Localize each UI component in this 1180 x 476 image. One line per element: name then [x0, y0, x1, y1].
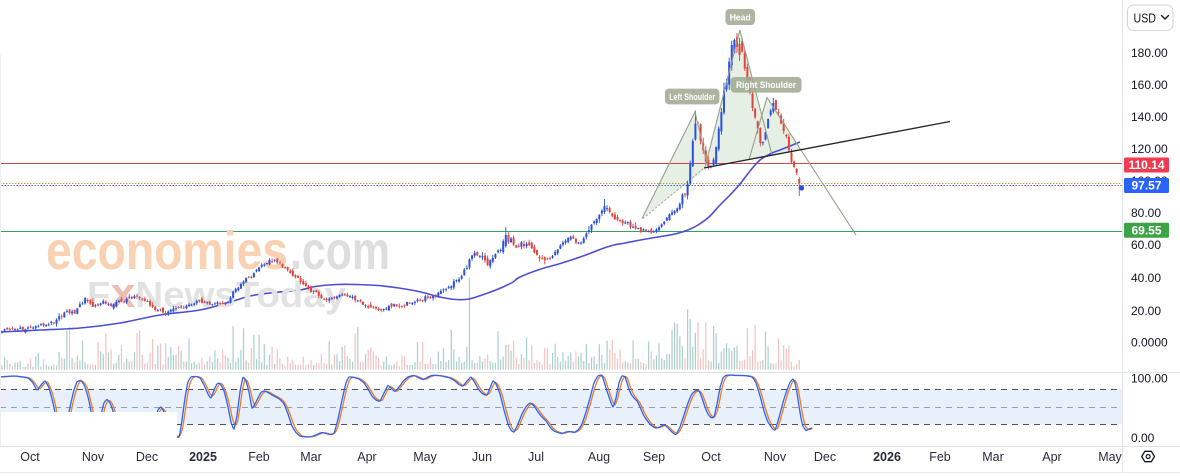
svg-text:140.00: 140.00 [1131, 110, 1168, 124]
svg-text:80.00: 80.00 [1131, 206, 1161, 220]
svg-text:Right Shoulder: Right Shoulder [736, 80, 796, 91]
svg-text:40.00: 40.00 [1131, 271, 1161, 285]
svg-text:120.00: 120.00 [1131, 142, 1168, 156]
svg-text:160.00: 160.00 [1131, 78, 1168, 92]
svg-text:economies: economies [46, 221, 288, 281]
svg-text:Mar: Mar [300, 450, 322, 464]
svg-text:Apr: Apr [357, 450, 376, 464]
svg-text:Nov: Nov [764, 450, 787, 464]
svg-text:69.55: 69.55 [1131, 224, 1161, 238]
svg-text:110.14: 110.14 [1128, 158, 1164, 172]
svg-text:Dec: Dec [136, 450, 158, 464]
svg-text:Feb: Feb [248, 450, 270, 464]
svg-text:May: May [1098, 450, 1122, 464]
svg-text:Apr: Apr [1042, 450, 1061, 464]
svg-text:Feb: Feb [929, 450, 951, 464]
svg-text:60.00: 60.00 [1131, 238, 1161, 252]
svg-text:Head: Head [730, 12, 751, 23]
svg-text:100.00: 100.00 [1131, 372, 1168, 386]
svg-text:Left Shoulder: Left Shoulder [669, 92, 715, 103]
svg-text:20.00: 20.00 [1131, 304, 1161, 318]
svg-text:Jun: Jun [472, 450, 492, 464]
svg-text:2025: 2025 [189, 450, 217, 464]
svg-text:May: May [413, 450, 437, 464]
svg-text:0.00: 0.00 [1131, 431, 1155, 445]
svg-text:Jul: Jul [528, 450, 544, 464]
svg-text:97.57: 97.57 [1131, 179, 1161, 193]
svg-text:Mar: Mar [982, 450, 1004, 464]
svg-text:Aug: Aug [588, 450, 610, 464]
svg-text:Sep: Sep [643, 450, 665, 464]
svg-text:Oct: Oct [701, 450, 721, 464]
svg-text:0.0000: 0.0000 [1131, 336, 1168, 350]
svg-text:USD: USD [1134, 11, 1157, 25]
svg-text:Oct: Oct [20, 450, 40, 464]
svg-text:Dec: Dec [814, 450, 836, 464]
svg-text:Nov: Nov [82, 450, 105, 464]
svg-text:2026: 2026 [873, 450, 901, 464]
svg-text:180.00: 180.00 [1131, 46, 1168, 60]
svg-text:FxNewsToday: FxNewsToday [87, 269, 346, 316]
svg-text:.com: .com [290, 221, 390, 281]
